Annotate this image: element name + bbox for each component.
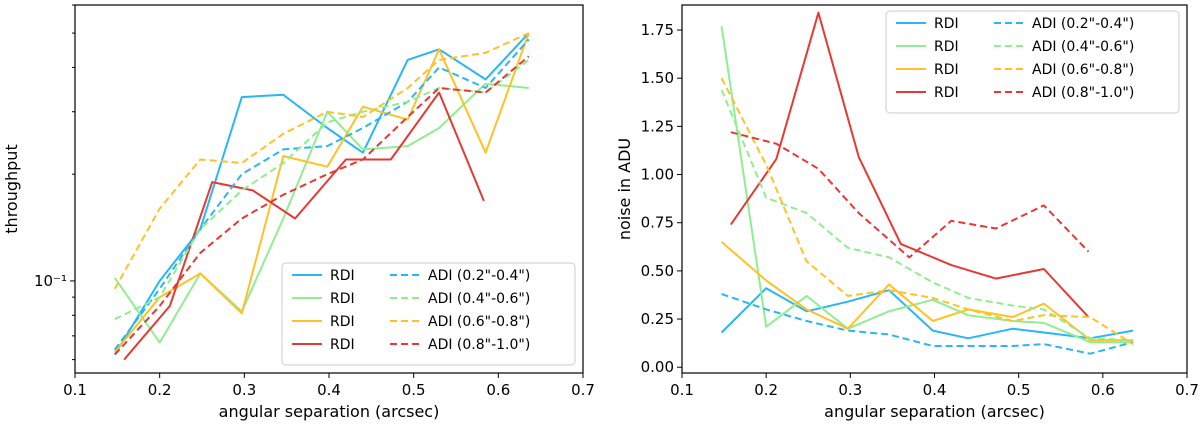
x-axis-label: angular separation (arcsec)	[824, 402, 1045, 421]
y-tick-label: 10⁻¹	[34, 272, 67, 290]
x-tick-label: 0.4	[317, 381, 341, 399]
x-tick-label: 0.4	[923, 381, 947, 399]
y-tick-label: 0.25	[641, 310, 674, 328]
y-tick-label: 0.75	[641, 214, 674, 232]
legend: RDI RDI RDI RDI ADI (0.2"-0.4") ADI (0.4"-0.6…	[885, 10, 1180, 114]
legend: RDI RDI RDI RDI ADI (0.2"-0.4") ADI (0.4"-0.6…	[281, 262, 576, 366]
x-tick-label: 0.2	[754, 381, 778, 399]
x-tick-label: 0.5	[1007, 381, 1031, 399]
series-line-rdi-0	[720, 287, 1134, 340]
x-tick-label: 0.3	[838, 381, 862, 399]
legend-label: RDI	[934, 39, 959, 55]
y-tick-label: 1.75	[641, 21, 674, 39]
x-axis-label: angular separation (arcsec)	[219, 402, 440, 421]
series-line-rdi-2	[720, 241, 1134, 342]
x-tick-label: 0.3	[232, 381, 256, 399]
legend-label: RDI	[330, 268, 355, 284]
series-line-adi-5	[114, 59, 530, 321]
legend-label: ADI (0.4"-0.6")	[428, 291, 530, 307]
x-tick-label: 0.6	[486, 381, 510, 399]
x-tick-label: 0.1	[63, 381, 87, 399]
series-line-adi-7	[114, 55, 530, 356]
legend-label: ADI (0.6"-0.8")	[428, 314, 530, 330]
legend-frame	[885, 10, 1180, 114]
series-line-rdi-3	[729, 11, 1090, 318]
chart-left-panel: 0.1 0.2 0.3 0.4 0.5 0.6 0.7 10⁻¹ angular separat…	[2, 4, 595, 421]
x-tick-label: 0.7	[571, 381, 595, 399]
series-line-adi-4	[721, 293, 1134, 355]
series-line-adi-5	[720, 89, 1134, 342]
chart-right-panel: 0.1 0.2 0.3 0.4 0.5 0.6 0.7 0.00 0.25 0.50 0.75 1.0…	[615, 4, 1199, 421]
series-group	[113, 32, 530, 361]
y-tick-label: 0.50	[641, 262, 674, 280]
y-tick-label: 1.25	[641, 117, 674, 135]
y-axis-label: noise in ADU	[615, 138, 634, 240]
legend-label: RDI	[934, 85, 959, 101]
y-tick-label: 1.50	[641, 69, 674, 87]
series-line-adi-6	[720, 77, 1134, 345]
legend-label: RDI	[330, 291, 355, 307]
legend-label: RDI	[934, 62, 959, 78]
legend-label: ADI (0.2"-0.4")	[428, 268, 530, 284]
legend-label: ADI (0.8"-1.0")	[1032, 85, 1134, 101]
series-line-rdi-3	[123, 91, 485, 361]
legend-label: ADI (0.8"-1.0")	[428, 337, 530, 353]
x-tick-label: 0.7	[1175, 381, 1199, 399]
legend-label: ADI (0.6"-0.8")	[1032, 62, 1134, 78]
series-line-adi-6	[113, 32, 530, 290]
y-axis-label: throughput	[2, 144, 21, 233]
legend-frame	[281, 262, 576, 366]
y-tick-label: 0.00	[641, 358, 674, 376]
series-line-adi-7	[730, 131, 1090, 259]
series-line-rdi-0	[113, 32, 530, 356]
series-line-rdi-1	[720, 26, 1134, 344]
legend-label: RDI	[330, 314, 355, 330]
series-line-adi-4	[113, 38, 530, 351]
series-group	[720, 11, 1134, 355]
legend-label: ADI (0.2"-0.4")	[1032, 16, 1134, 32]
x-tick-label: 0.2	[148, 381, 172, 399]
series-line-rdi-2	[114, 32, 530, 353]
x-tick-label: 0.6	[1091, 381, 1115, 399]
y-tick-label: 1.00	[641, 166, 674, 184]
x-tick-label: 0.1	[670, 381, 694, 399]
legend-label: RDI	[330, 337, 355, 353]
legend-label: ADI (0.4"-0.6")	[1032, 39, 1134, 55]
legend-label: RDI	[934, 16, 959, 32]
x-tick-label: 0.5	[402, 381, 426, 399]
